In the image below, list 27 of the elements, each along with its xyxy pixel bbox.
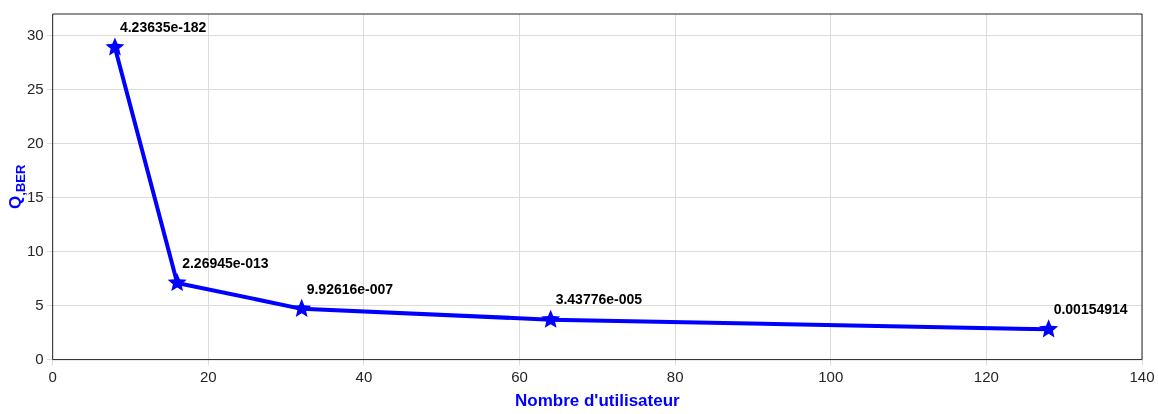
annotation: 9.92616e-007	[306, 280, 394, 297]
y-tick-label: 0	[35, 349, 44, 367]
annotation: 0.00154914	[1053, 301, 1128, 318]
x-tick-label: 20	[199, 367, 217, 385]
y-tick-label: 5	[35, 295, 44, 313]
y-tick-label: 20	[27, 133, 44, 151]
x-tick-label: 80	[666, 367, 684, 385]
point	[167, 272, 187, 292]
x-axis-title: Nombre d'utilisateur	[515, 391, 681, 411]
x-tick-label: 120	[973, 367, 999, 385]
point	[1039, 319, 1059, 338]
annotation: 3.43776e-005	[555, 291, 643, 308]
point	[105, 37, 125, 56]
point	[292, 298, 312, 317]
y-tick-label: 25	[27, 79, 44, 97]
x-tick-label: 40	[355, 367, 373, 385]
x-tick-label: 0	[48, 367, 57, 385]
y-tick-label: 10	[27, 241, 44, 259]
x-tick-label: 140	[1129, 367, 1155, 385]
annotation: 2.26945e-013	[182, 254, 269, 271]
annotation: 4.23635e-182	[119, 19, 207, 36]
point	[541, 309, 561, 328]
y-axis-title: Q,BER	[5, 164, 28, 209]
x-tick-label: 100	[818, 367, 844, 385]
y-tick-label: 30	[27, 25, 44, 43]
y-tick-label: 15	[27, 187, 44, 205]
x-tick-label: 60	[511, 367, 528, 385]
